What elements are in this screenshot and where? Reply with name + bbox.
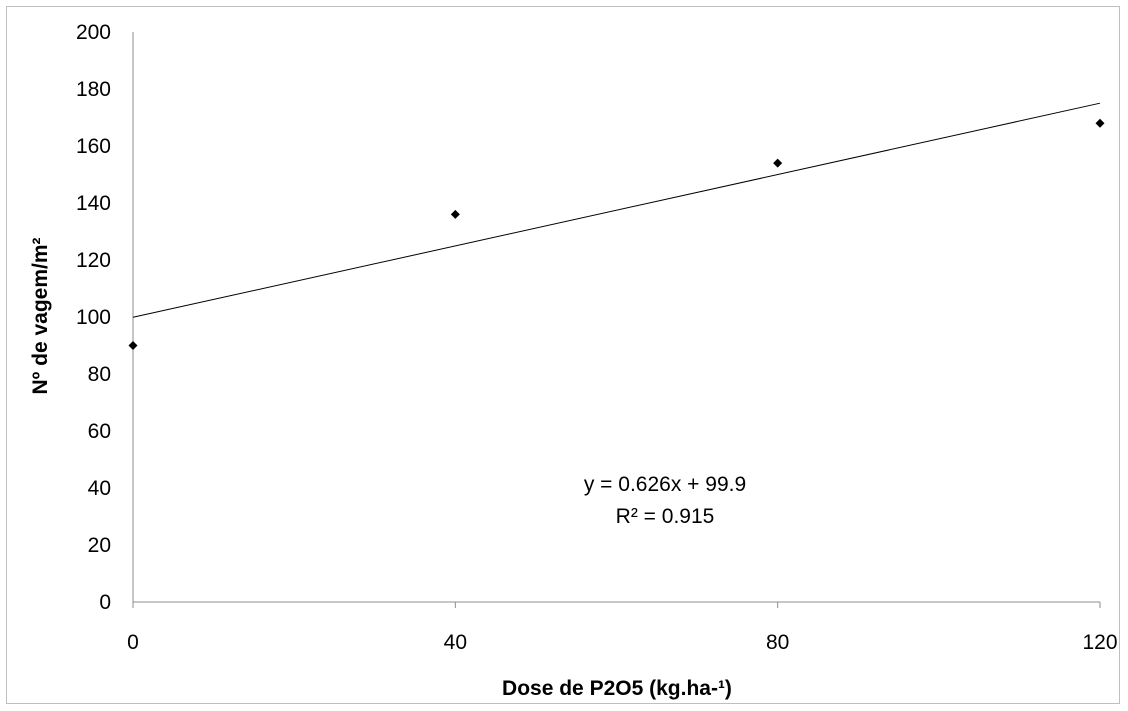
data-point <box>773 158 783 168</box>
y-tick-label: 40 <box>88 477 111 500</box>
y-tick-labels: 0 20 40 60 80 100 120 140 160 180 200 <box>76 21 111 614</box>
y-tick-label: 60 <box>88 420 111 443</box>
trendline <box>132 102 1101 318</box>
x-axis-title: Dose de P2O5 (kg.ha-¹) <box>502 677 732 700</box>
y-tick-label: 160 <box>76 135 111 158</box>
data-point <box>450 209 460 219</box>
y-tick-label: 140 <box>76 192 111 215</box>
data-point <box>128 341 138 350</box>
y-tick-label: 180 <box>76 78 111 101</box>
chart-frame <box>6 6 1120 704</box>
x-tick-marks <box>132 602 1101 608</box>
data-points <box>128 118 1105 350</box>
y-tick-label: 100 <box>76 306 111 329</box>
x-tick-label: 120 <box>1082 631 1117 654</box>
y-tick-label: 20 <box>88 534 111 557</box>
y-tick-label: 120 <box>76 249 111 272</box>
y-tick-label: 80 <box>88 363 111 386</box>
x-tick-label: 0 <box>127 631 139 654</box>
data-point <box>1095 118 1105 128</box>
x-tick-label: 40 <box>444 631 467 654</box>
y-tick-label: 0 <box>99 591 111 614</box>
y-axis-title: Nº de vagem/m² <box>29 237 52 394</box>
r-squared-label: R² = 0.915 <box>616 505 715 528</box>
trendline-equation: y = 0.626x + 99.9 <box>584 473 746 496</box>
x-tick-label: 80 <box>766 631 789 654</box>
x-tick-labels: 0 40 80 120 <box>127 631 1117 654</box>
y-tick-label: 200 <box>76 21 111 44</box>
